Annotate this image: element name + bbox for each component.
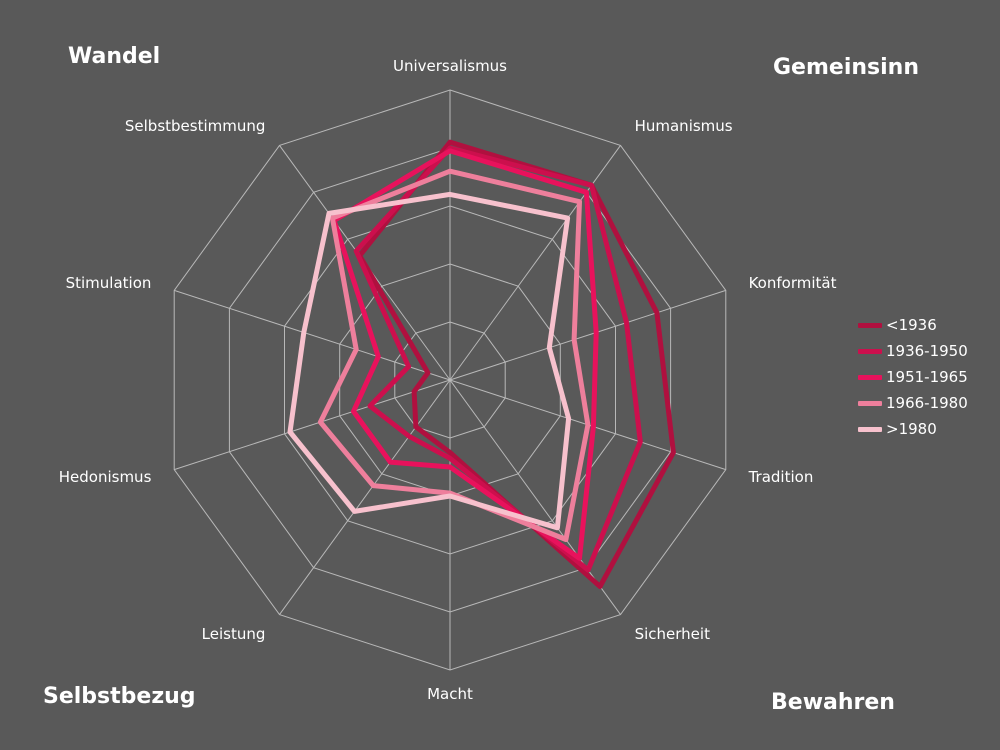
grid-spoke [174,379,451,471]
legend-label: >1980 [886,420,937,438]
series-line [353,145,643,573]
legend-swatch [858,348,882,354]
axis-label: Leistung [202,625,266,643]
series-line [357,139,676,589]
legend-item: <1936 [858,312,968,338]
legend-item: 1936-1950 [858,338,968,364]
legend-label: 1951-1965 [886,368,968,386]
radar-series-group [287,139,676,589]
grid-spoke [279,379,451,615]
axis-label: Konformität [749,274,837,292]
legend-swatch [858,400,882,406]
legend-item: >1980 [858,416,968,442]
axis-label: Tradition [748,468,814,486]
axis-label: Stimulation [66,274,152,292]
corner-label-selbstbezug: Selbstbezug [43,684,196,709]
axis-label: Selbstbestimmung [125,117,266,135]
legend-swatch [858,322,882,328]
corner-label-gemeinsinn: Gemeinsinn [773,55,919,80]
axis-label-group: Universalismus Humanismus Konformität Tradi… [59,57,837,703]
axis-label: Hedonismus [59,468,152,486]
axis-label: Sicherheit [635,625,710,643]
axis-label: Universalismus [393,57,507,75]
series-line [331,148,599,561]
radar-grid [173,89,727,671]
legend-label: 1966-1980 [886,394,968,412]
corner-label-wandel: Wandel [68,44,161,69]
corner-label-bewahren: Bewahren [771,690,895,715]
legend-item: 1951-1965 [858,364,968,390]
axis-label: Macht [427,685,473,703]
axis-label: Humanismus [635,117,733,135]
grid-spoke [449,289,726,381]
legend-label: 1936-1950 [886,342,968,360]
legend-swatch [858,374,882,380]
legend-item: 1966-1980 [858,390,968,416]
grid-spoke [449,379,621,615]
legend: <1936 1936-1950 1951-1965 1966-1980 >198… [858,312,968,442]
legend-swatch [858,426,882,432]
series-line [317,168,591,542]
grid-spoke [174,289,451,381]
series-line [287,191,572,531]
legend-label: <1936 [886,316,937,334]
